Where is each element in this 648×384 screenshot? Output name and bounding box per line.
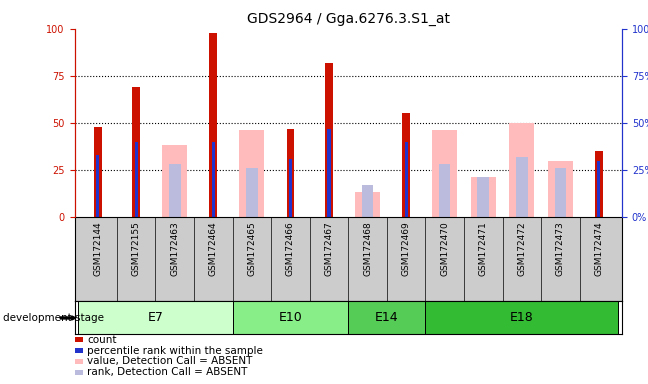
Bar bbox=[289, 159, 292, 217]
Text: GSM172467: GSM172467 bbox=[325, 221, 334, 276]
Text: count: count bbox=[87, 335, 117, 345]
Bar bbox=[509, 123, 535, 217]
Bar bbox=[233, 301, 348, 334]
Text: GSM172465: GSM172465 bbox=[248, 221, 257, 276]
Bar bbox=[132, 87, 140, 217]
Bar bbox=[78, 301, 233, 334]
Text: E14: E14 bbox=[375, 311, 399, 324]
Text: GSM172155: GSM172155 bbox=[132, 221, 141, 276]
Bar bbox=[470, 177, 496, 217]
Bar bbox=[246, 168, 258, 217]
Bar bbox=[439, 164, 450, 217]
Bar bbox=[96, 155, 99, 217]
Bar bbox=[239, 131, 264, 217]
Text: development stage: development stage bbox=[3, 313, 104, 323]
Text: GSM172473: GSM172473 bbox=[556, 221, 565, 276]
Bar bbox=[478, 177, 489, 217]
Bar bbox=[212, 142, 215, 217]
Text: rank, Detection Call = ABSENT: rank, Detection Call = ABSENT bbox=[87, 367, 248, 377]
Text: GSM172463: GSM172463 bbox=[170, 221, 179, 276]
Bar bbox=[162, 146, 187, 217]
Text: GSM172470: GSM172470 bbox=[440, 221, 449, 276]
Text: GSM172472: GSM172472 bbox=[517, 221, 526, 276]
Text: GSM172468: GSM172468 bbox=[363, 221, 372, 276]
Text: GSM172144: GSM172144 bbox=[93, 221, 102, 276]
Text: value, Detection Call = ABSENT: value, Detection Call = ABSENT bbox=[87, 356, 253, 366]
Bar bbox=[348, 301, 426, 334]
Bar bbox=[597, 161, 601, 217]
Bar bbox=[286, 129, 294, 217]
Title: GDS2964 / Gga.6276.3.S1_at: GDS2964 / Gga.6276.3.S1_at bbox=[247, 12, 450, 26]
Bar bbox=[404, 142, 408, 217]
Text: GSM172471: GSM172471 bbox=[479, 221, 488, 276]
Bar bbox=[426, 301, 618, 334]
Bar bbox=[432, 131, 457, 217]
Text: GSM172464: GSM172464 bbox=[209, 221, 218, 276]
Bar bbox=[362, 185, 373, 217]
Bar bbox=[327, 129, 330, 217]
Bar bbox=[325, 63, 333, 217]
Bar bbox=[355, 192, 380, 217]
Text: E7: E7 bbox=[148, 311, 163, 324]
Text: percentile rank within the sample: percentile rank within the sample bbox=[87, 346, 263, 356]
Bar bbox=[555, 168, 566, 217]
Text: GSM172466: GSM172466 bbox=[286, 221, 295, 276]
Text: E18: E18 bbox=[510, 311, 534, 324]
Bar bbox=[595, 151, 603, 217]
Bar bbox=[94, 127, 102, 217]
Bar bbox=[516, 157, 527, 217]
Bar bbox=[548, 161, 573, 217]
Text: GSM172469: GSM172469 bbox=[402, 221, 411, 276]
Text: GSM172474: GSM172474 bbox=[594, 221, 603, 276]
Bar bbox=[402, 114, 410, 217]
Bar bbox=[169, 164, 181, 217]
Text: E10: E10 bbox=[279, 311, 303, 324]
Bar bbox=[135, 142, 138, 217]
Bar bbox=[209, 33, 217, 217]
